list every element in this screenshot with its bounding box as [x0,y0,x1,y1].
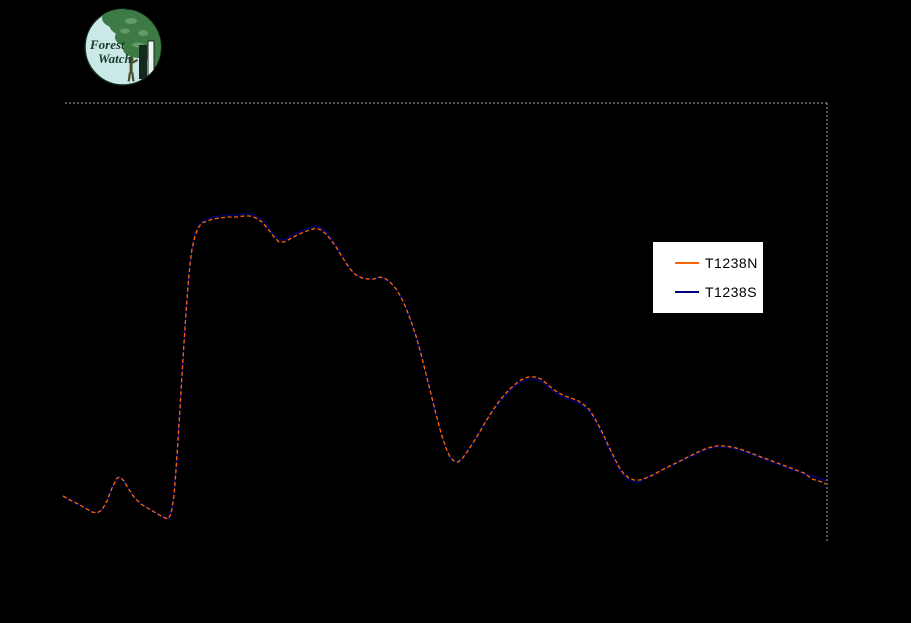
legend-label-t1238n: T1238N [705,254,758,271]
series-line-t1238n [62,215,827,520]
forest-watch-logo: Forest Watch [84,8,162,86]
logo-text-watch: Watch [98,51,132,66]
logo-text-forest: Forest [89,37,125,52]
chart-legend: T1238N T1238S [653,242,763,313]
legend-line-sample-t1238n [675,261,699,264]
legend-item-t1238s: T1238S [653,285,763,299]
legend-label-t1238s: T1238S [705,284,758,301]
legend-item-t1238n: T1238N [653,256,763,270]
person-icon [127,56,139,82]
legend-line-sample-t1238s [675,291,699,294]
